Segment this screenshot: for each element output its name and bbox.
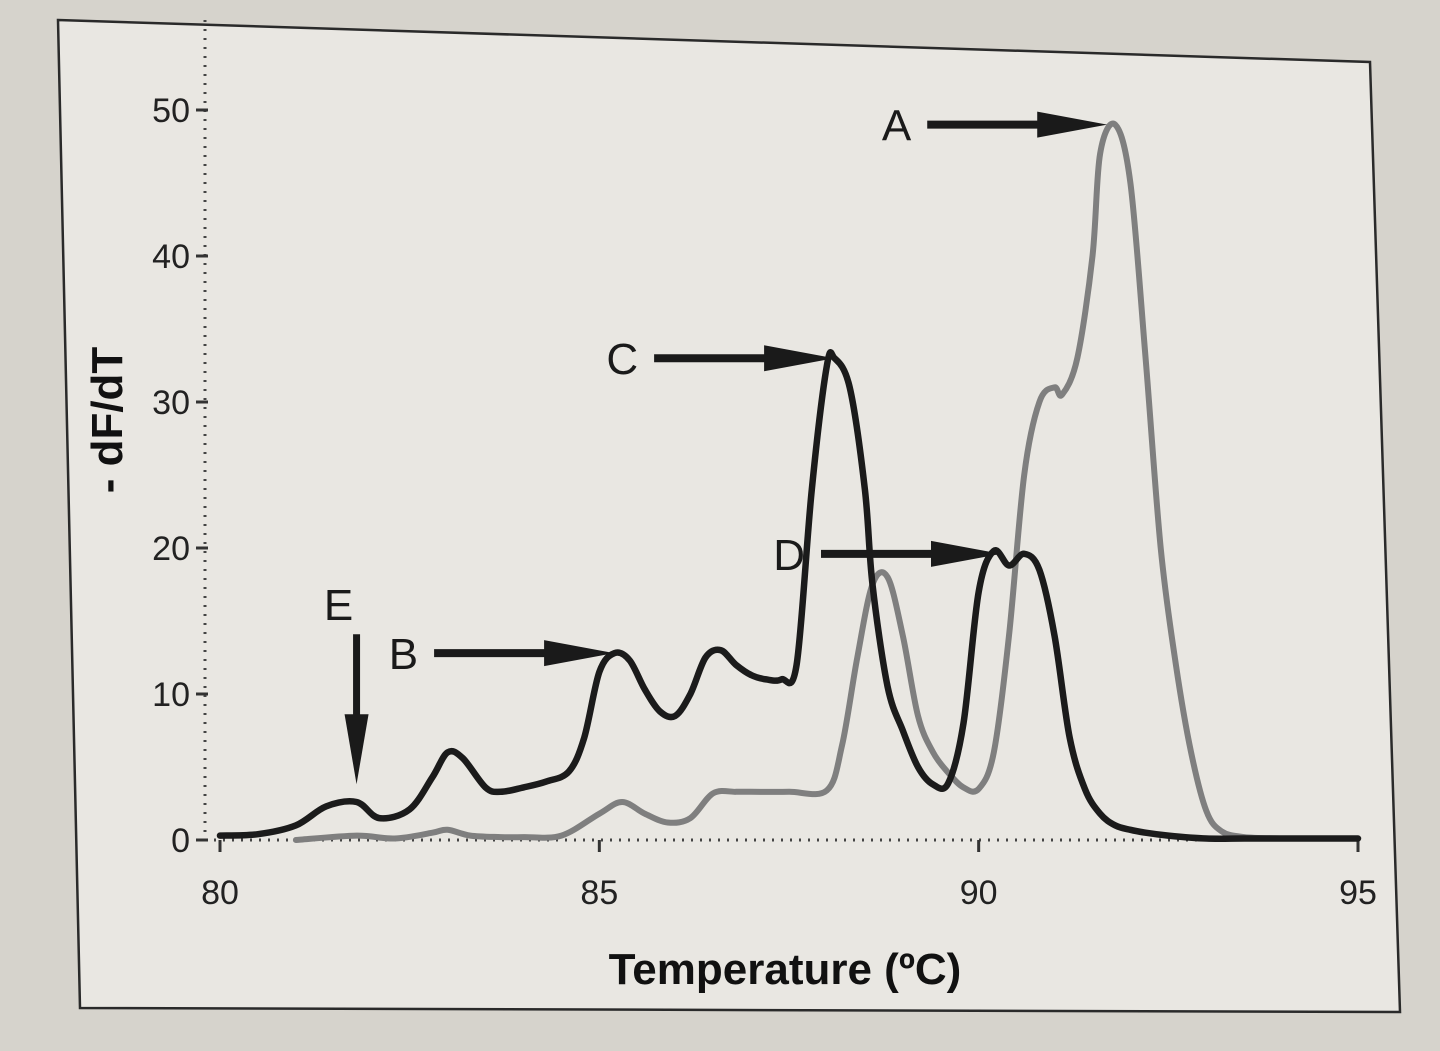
annotation-label: A <box>882 102 912 151</box>
y-tick-label: 10 <box>152 676 190 714</box>
y-tick-label: 30 <box>152 384 190 422</box>
annotation-c: C <box>606 335 835 384</box>
axes <box>203 20 1360 842</box>
series-line-gray <box>292 120 1286 843</box>
annotation-a: A <box>882 102 1108 151</box>
x-tick-label: 90 <box>960 874 998 912</box>
annotation-label: D <box>773 531 805 580</box>
x-tick-label: 95 <box>1339 874 1377 912</box>
annotation-label: C <box>606 335 638 384</box>
y-axis-title: - dF/dT <box>83 347 132 494</box>
arrow-head <box>544 640 615 667</box>
arrow-head <box>344 714 369 785</box>
annotation-e: E <box>324 581 369 785</box>
plot-frame <box>56 18 1402 1014</box>
y-tick-label: 40 <box>152 238 190 276</box>
y-tick-label: 20 <box>152 530 190 568</box>
y-tick-label: 50 <box>152 92 190 130</box>
annotations: A B C D E <box>324 102 1108 785</box>
arrow-head <box>764 345 835 372</box>
annotation-label: B <box>389 630 418 679</box>
series-line-black <box>216 349 1362 842</box>
x-tick-label: 85 <box>580 874 618 912</box>
annotation-b: B <box>389 630 615 679</box>
annotation-d: D <box>773 531 1002 580</box>
annotation-label: E <box>324 581 353 630</box>
ticks: 80 85 90 95 0 10 20 30 40 50 <box>152 92 1377 912</box>
x-axis-title: Temperature (ºC) <box>609 945 962 994</box>
arrow-head <box>931 540 1002 567</box>
y-tick-label: 0 <box>171 822 190 860</box>
arrow-head <box>1037 111 1108 138</box>
x-tick-label: 80 <box>201 874 239 912</box>
series <box>216 120 1362 843</box>
